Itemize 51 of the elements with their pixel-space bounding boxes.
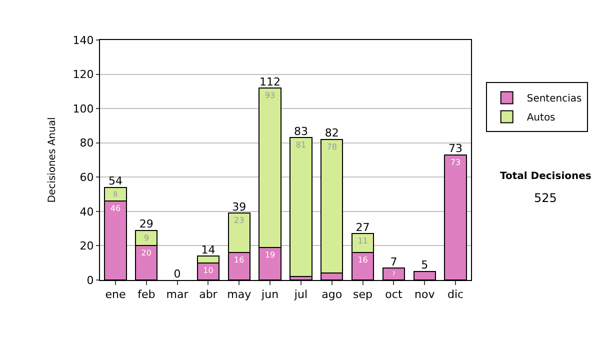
x-tick-label: dic [447,288,464,302]
legend-label: Sentencias [526,94,582,105]
x-tick-label: ago [322,288,342,302]
y-tick-label: 100 [72,102,94,116]
y-tick-label: 120 [72,68,94,82]
text: Total Decisiones [500,171,592,182]
total-label: 0 [174,267,181,280]
total-label: 5 [421,258,428,272]
data-label: 23 [234,216,244,226]
total-label: 73 [448,142,463,156]
total-label: 14 [201,243,216,256]
data-label: 16 [234,256,244,265]
data-label: 16 [358,256,368,265]
total-label: 7 [390,255,398,268]
total-label: 29 [139,218,154,231]
data-label: 10 [203,266,214,275]
legend-label: Autos [526,112,556,124]
total-label: 27 [356,220,370,234]
x-tick-label: abr [199,288,218,302]
x-tick-label: sep [353,288,373,302]
data-label: 78 [326,142,337,152]
y-axis-title: Decisiones Anual [46,117,58,203]
y-tick-label: 40 [80,205,94,218]
total-label: 112 [260,75,281,88]
text: 525 [534,191,557,205]
y-tick-label: 80 [80,136,94,150]
data-label: 73 [450,158,461,167]
total-label: 82 [324,126,339,140]
x-tick-label: mar [166,288,189,302]
x-tick-label: oct [385,288,403,302]
x-tick-label: ene [105,288,126,302]
y-tick-label: 0 [86,274,94,287]
data-label: 93 [264,91,276,100]
data-label: 9 [144,233,149,242]
x-tick-label: feb [138,288,156,302]
data-label: 81 [296,140,306,150]
data-label: 20 [141,248,152,258]
x-tick-label: may [227,288,252,302]
bar [290,137,312,278]
x-tick-label: nov [414,288,436,302]
total-label: 39 [232,200,246,214]
y-tick-label: 140 [72,34,94,47]
total-label: 83 [294,124,308,138]
data-label: 11 [358,236,368,246]
data-label: 46 [110,204,121,214]
y-tick-label: 60 [80,170,94,184]
total-label: 54 [108,174,122,188]
x-tick-label: jul [293,288,308,302]
data-label: 19 [264,250,276,260]
y-tick-label: 20 [80,240,94,253]
x-tick-label: jun [260,288,279,302]
